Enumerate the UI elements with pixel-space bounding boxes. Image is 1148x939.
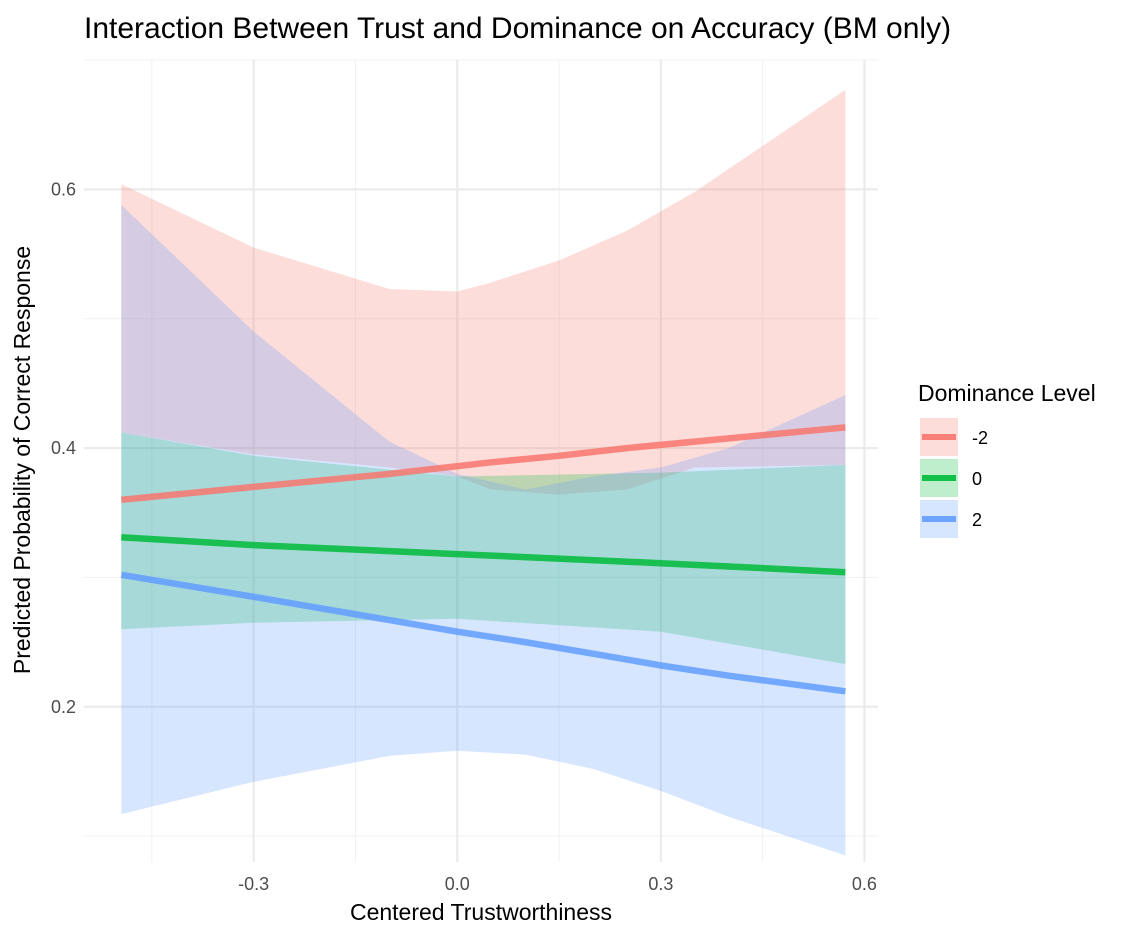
grid: [84, 59, 878, 862]
confidence-ribbons: [121, 89, 846, 856]
legend-title: Dominance Level: [918, 380, 1096, 406]
series-lines: [120, 424, 846, 695]
legend: Dominance Level -2 0 2: [918, 380, 1096, 538]
y-axis-ticks: 0.2 0.4 0.6: [51, 179, 76, 716]
x-tick-label: 0.3: [648, 874, 673, 894]
y-tick-label: 0.2: [51, 697, 76, 717]
y-tick-label: 0.4: [51, 438, 76, 458]
x-axis-ticks: -0.3 0.0 0.3 0.6: [238, 874, 877, 894]
legend-label-0: 0: [972, 469, 982, 489]
x-tick-label: 0.0: [445, 874, 470, 894]
legend-label--2: -2: [972, 428, 988, 448]
y-tick-label: 0.6: [51, 179, 76, 199]
chart-title: Interaction Between Trust and Dominance …: [84, 12, 951, 45]
x-axis-title: Centered Trustworthiness: [350, 899, 612, 925]
legend-label-2: 2: [972, 510, 982, 530]
series-line-0: [121, 534, 846, 576]
x-tick-label: 0.6: [852, 874, 877, 894]
ribbon-2: [121, 204, 846, 856]
x-tick-label: -0.3: [238, 874, 269, 894]
series-line--2: [120, 424, 846, 504]
series-line-2: [120, 571, 846, 695]
y-axis-title: Predicted Probability of Correct Respons…: [9, 246, 35, 674]
ribbon--2: [121, 89, 846, 495]
